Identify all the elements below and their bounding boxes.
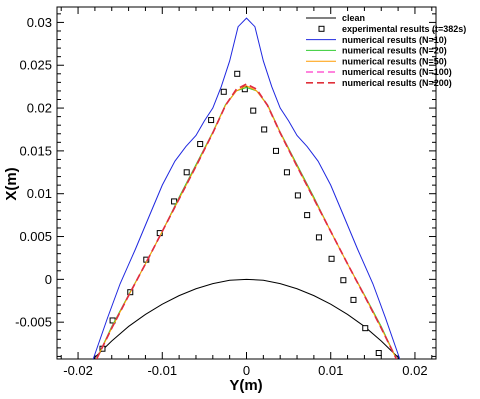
y-tick-label: 0.02 [27, 101, 52, 116]
series-layer [92, 17, 401, 370]
axis-ticks [57, 7, 436, 359]
experimental-point [304, 212, 311, 219]
experimental-point [315, 234, 322, 241]
legend-label: numerical results (N=10) [342, 35, 447, 45]
legend-label: numerical results (N=50) [342, 56, 447, 66]
series-line-numerical-results-n-10 [92, 17, 401, 359]
experimental-point [375, 350, 382, 357]
experimental-point [208, 117, 215, 124]
experimental-point [250, 107, 257, 114]
x-axis-title: Y(m) [229, 377, 262, 394]
legend-marker [318, 25, 325, 32]
legend-label: numerical results (N=20) [342, 46, 447, 56]
experimental-point [272, 147, 279, 154]
x-tick-label: 0 [243, 363, 250, 378]
x-tick-label: -0.01 [147, 363, 177, 378]
y-tick-label: 0.025 [19, 58, 52, 73]
experimental-point [340, 277, 347, 284]
x-tick-label: 0.01 [318, 363, 343, 378]
y-tick-label: 0.01 [27, 186, 52, 201]
experimental-point [388, 365, 393, 370]
y-axis-title: X(m) [3, 167, 20, 200]
legend-label: numerical results (N=200) [342, 78, 452, 88]
legend-label: clean [342, 13, 365, 23]
tick-labels: -0.02 -0.01 0 0.01 0.02 -0.005 0 0.005 0.01 0.015… [15, 15, 427, 378]
plot-area [56, 6, 437, 360]
experimental-point [220, 88, 227, 95]
experimental-point [294, 192, 301, 199]
series-line-numerical-results-n-200 [95, 83, 398, 359]
experimental-point [197, 141, 204, 148]
experimental-point [183, 169, 190, 176]
legend-label: experimental results (t=382s) [342, 24, 466, 34]
y-tick-label: 0.015 [19, 143, 52, 158]
y-tick-label: 0.03 [27, 15, 52, 30]
experimental-point [234, 70, 241, 77]
x-tick-label: -0.02 [63, 363, 93, 378]
experimental-point [261, 126, 268, 133]
experimental-point [362, 325, 369, 332]
experimental-point [350, 296, 357, 303]
experimental-point [283, 169, 290, 176]
experimental-point [328, 255, 335, 262]
y-tick-label: 0.005 [19, 229, 52, 244]
legend-label: numerical results (N=100) [342, 67, 452, 77]
x-tick-label: 0.02 [402, 363, 427, 378]
y-tick-label: 0 [45, 272, 52, 287]
y-tick-label: -0.005 [15, 315, 52, 330]
series-line-clean [92, 278, 401, 359]
